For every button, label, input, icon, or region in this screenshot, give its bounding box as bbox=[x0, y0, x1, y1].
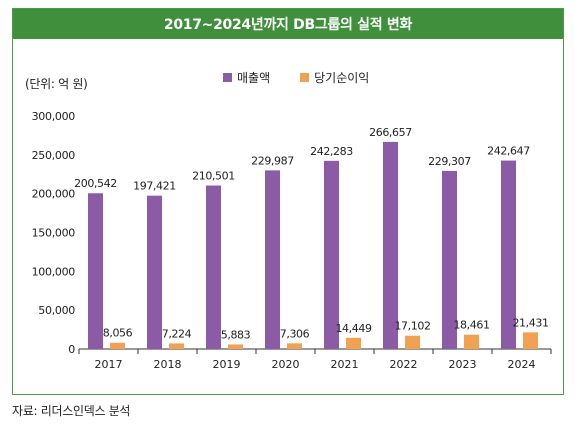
revenue-data-label: 229,307 bbox=[428, 155, 471, 168]
revenue-data-label: 200,542 bbox=[74, 177, 117, 190]
revenue-data-label: 197,421 bbox=[133, 180, 176, 193]
profit-bar bbox=[405, 335, 420, 349]
profit-data-label: 7,306 bbox=[280, 327, 310, 340]
revenue-bar bbox=[442, 170, 457, 349]
y-tick-label: 200,000 bbox=[32, 188, 76, 201]
x-tick-label: 2018 bbox=[154, 358, 182, 371]
profit-data-label: 8,056 bbox=[103, 327, 133, 340]
x-tick-label: 2019 bbox=[213, 358, 241, 371]
legend-label-profit: 당기순이익 bbox=[314, 71, 370, 85]
source-note: 자료: 리더스인덱스 분석 bbox=[12, 404, 131, 418]
revenue-data-label: 266,657 bbox=[369, 126, 412, 139]
revenue-data-label: 210,501 bbox=[192, 170, 235, 183]
profit-bar bbox=[346, 337, 361, 349]
profit-data-label: 5,883 bbox=[221, 328, 251, 341]
profit-bar bbox=[523, 332, 538, 349]
profit-data-label: 14,449 bbox=[335, 322, 371, 335]
revenue-bar bbox=[206, 185, 221, 349]
bar-chart: 0 50,000 100,000 150,000 200,000 250,000 300,0… bbox=[32, 110, 552, 371]
legend-swatch-profit bbox=[300, 73, 310, 82]
revenue-bar bbox=[88, 193, 103, 349]
profit-data-label: 7,224 bbox=[162, 327, 192, 340]
revenue-data-label: 242,647 bbox=[487, 145, 530, 158]
x-tick-label: 2020 bbox=[272, 358, 300, 371]
legend-item-revenue: 매출액 bbox=[223, 69, 270, 86]
x-tick-label: 2022 bbox=[390, 358, 418, 371]
legend-swatch-revenue bbox=[223, 73, 232, 82]
profit-bar bbox=[464, 334, 479, 349]
legend-label-revenue: 매출액 bbox=[237, 71, 271, 85]
profit-bar bbox=[169, 343, 184, 349]
chart-title: 2017~2024년까지 DB그룹의 실적 변화 bbox=[13, 9, 563, 39]
chart-frame: 2017~2024년까지 DB그룹의 실적 변화 (단위: 억 원) 매출액 당… bbox=[12, 8, 564, 395]
revenue-data-label: 242,283 bbox=[310, 145, 353, 158]
profit-bar bbox=[228, 344, 243, 349]
y-tick-label: 100,000 bbox=[32, 265, 76, 278]
y-tick-label: 0 bbox=[68, 343, 75, 356]
legend-item-profit: 당기순이익 bbox=[300, 69, 369, 86]
legend: 매출액 당기순이익 bbox=[223, 69, 369, 86]
x-tick-label: 2024 bbox=[508, 358, 536, 371]
revenue-bar bbox=[501, 160, 516, 349]
x-tick-label: 2021 bbox=[331, 358, 359, 371]
y-tick-label: 300,000 bbox=[32, 110, 76, 123]
profit-data-label: 21,431 bbox=[512, 316, 548, 329]
x-tick-label: 2017 bbox=[95, 358, 123, 371]
y-tick-label: 150,000 bbox=[32, 227, 76, 240]
y-tick-label: 50,000 bbox=[38, 304, 75, 317]
revenue-data-label: 229,987 bbox=[251, 154, 294, 167]
profit-bar bbox=[287, 343, 302, 349]
unit-label: (단위: 억 원) bbox=[25, 77, 88, 91]
x-tick-label: 2023 bbox=[449, 358, 477, 371]
profit-bar bbox=[110, 342, 125, 349]
revenue-bar bbox=[324, 160, 339, 349]
revenue-bar bbox=[265, 170, 280, 349]
y-tick-label: 250,000 bbox=[32, 149, 76, 162]
revenue-bar bbox=[383, 141, 398, 349]
profit-data-label: 17,102 bbox=[394, 320, 430, 333]
revenue-bar bbox=[147, 195, 162, 349]
profit-data-label: 18,461 bbox=[453, 319, 489, 332]
